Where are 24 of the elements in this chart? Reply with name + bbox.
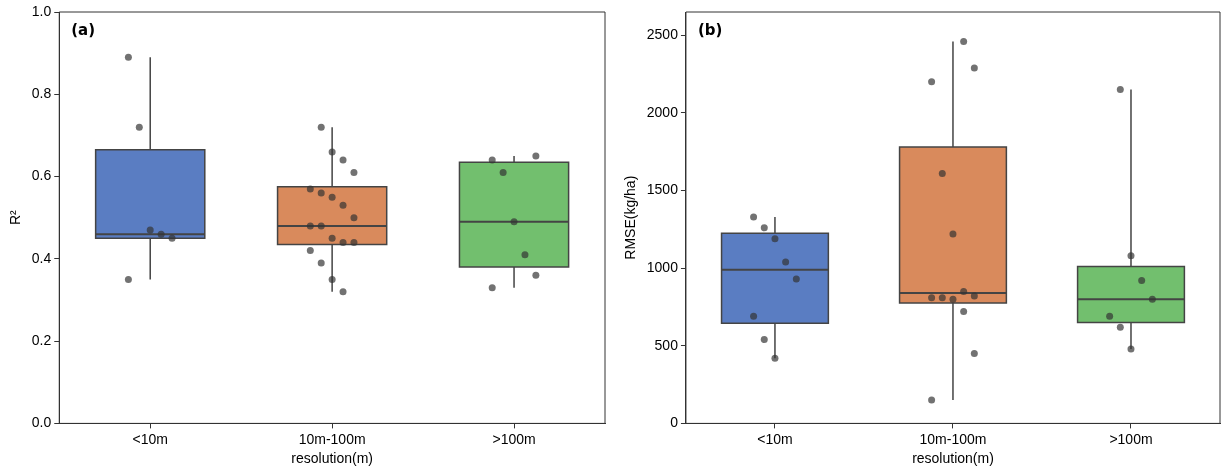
y-tick-label: 0.8 bbox=[31, 85, 52, 102]
y-tick-label: 0.0 bbox=[31, 414, 52, 431]
x-tick-label: >100m bbox=[1109, 430, 1153, 447]
y-tick-label: 1000 bbox=[646, 259, 679, 276]
x-tick-label: <10m bbox=[757, 430, 793, 447]
y-tick-label: 0.6 bbox=[31, 167, 52, 184]
y-axis-title: R² bbox=[7, 209, 24, 226]
x-axis-title: resolution(m) bbox=[912, 450, 994, 467]
y-tick-label: 1500 bbox=[646, 181, 679, 198]
x-tick-label: 10m-100m bbox=[298, 430, 366, 447]
y-tick-label: 0.4 bbox=[31, 249, 52, 266]
x-tick-label: <10m bbox=[132, 430, 168, 447]
x-tick-label: 10m-100m bbox=[919, 430, 987, 447]
y-tick-label: 0.2 bbox=[31, 331, 52, 348]
y-tick-label: 2500 bbox=[646, 26, 679, 43]
y-tick-label: 1.0 bbox=[31, 2, 52, 19]
y-tick-label: 2000 bbox=[646, 103, 679, 120]
annotation: (b) bbox=[697, 21, 723, 40]
x-axis-title: resolution(m) bbox=[291, 450, 373, 467]
y-tick-label: 500 bbox=[654, 336, 679, 353]
y-axis-title: RMSE(kg/ha) bbox=[622, 175, 639, 260]
annotation: (a) bbox=[71, 21, 96, 40]
x-tick-label: >100m bbox=[492, 430, 536, 447]
y-tick-label: 0 bbox=[670, 414, 679, 431]
